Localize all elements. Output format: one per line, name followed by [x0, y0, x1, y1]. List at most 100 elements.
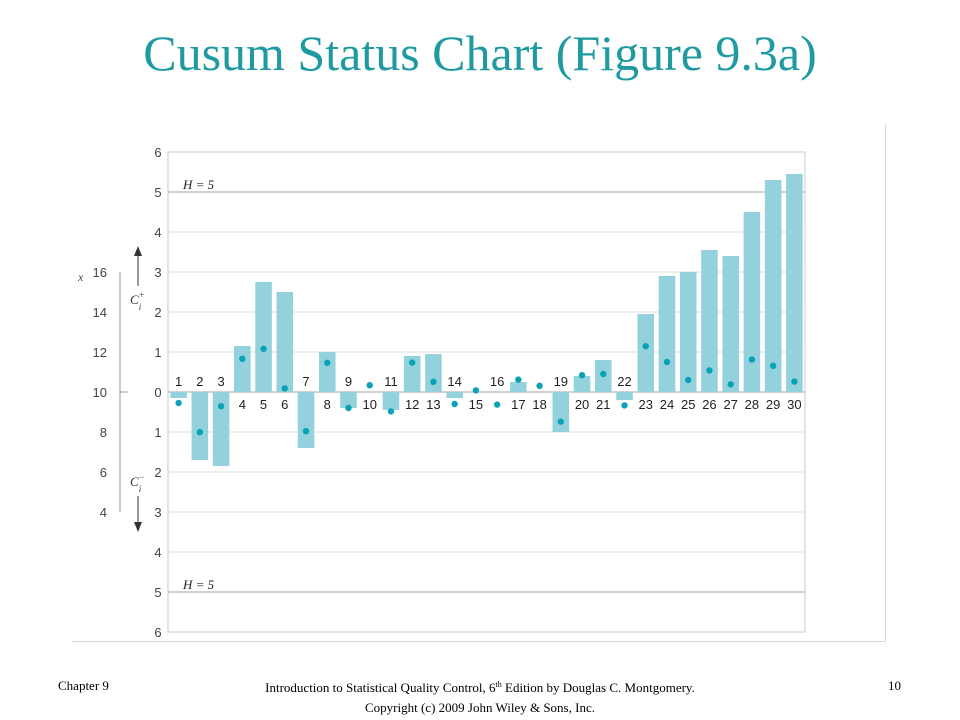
observation-label: 9 — [345, 374, 352, 389]
cusum-tick-label: 4 — [154, 225, 161, 240]
cusum-tick-label: 4 — [154, 545, 161, 560]
observation-label: 20 — [575, 397, 589, 412]
x-tick-label: 6 — [100, 465, 107, 480]
c-plus-bar — [255, 282, 272, 392]
observation-label: 2 — [196, 374, 203, 389]
observation-point — [621, 402, 628, 409]
observation-label: 3 — [217, 374, 224, 389]
slide-title: Cusum Status Chart (Figure 9.3a) — [143, 25, 817, 81]
observation-point — [578, 372, 586, 379]
observation-label: 13 — [426, 397, 440, 412]
footer-citation-sup: th — [495, 680, 502, 689]
observation-point — [281, 385, 288, 392]
observation-label: 28 — [745, 397, 759, 412]
observation-point — [196, 429, 204, 436]
observation-point — [769, 362, 777, 369]
x-tick-label: 12 — [93, 345, 107, 360]
c-minus-bar — [170, 392, 187, 398]
lower-arrow-head — [134, 522, 142, 532]
observation-point — [408, 359, 416, 366]
observation-label: 23 — [639, 397, 653, 412]
c-minus-bar — [297, 392, 315, 448]
observation-label: 7 — [302, 374, 309, 389]
footer-page-number: 10 — [888, 678, 901, 693]
observation-label: 8 — [324, 397, 331, 412]
observation-point — [472, 387, 480, 394]
observation-label: 6 — [281, 397, 288, 412]
c-plus-bar — [425, 354, 442, 392]
cusum-tick-label: 3 — [154, 265, 161, 280]
lower-cusum-sup: − — [139, 472, 145, 482]
observation-point — [239, 355, 246, 362]
c-minus-bar — [212, 392, 230, 466]
x-tick-label: 10 — [93, 385, 107, 400]
observation-point — [727, 381, 734, 388]
c-minus-bar — [552, 392, 570, 432]
c-plus-bar — [637, 314, 655, 392]
c-plus-bar — [701, 250, 718, 392]
observation-label: 14 — [447, 374, 461, 389]
c-plus-bar — [276, 292, 294, 392]
x-tick-label: 4 — [100, 505, 107, 520]
c-minus-bar — [616, 392, 633, 400]
observation-point — [685, 376, 692, 384]
c-plus-bar — [573, 376, 591, 392]
cusum-tick-label: 6 — [154, 145, 161, 160]
cusum-tick-label: 1 — [154, 425, 161, 440]
observation-point — [366, 382, 373, 389]
x-tick-label: 8 — [100, 425, 107, 440]
observation-label: 17 — [511, 397, 525, 412]
x-axis-label: x — [77, 270, 84, 284]
c-plus-bar — [743, 212, 761, 392]
c-plus-bar — [318, 352, 336, 392]
footer-copyright: Copyright (c) 2009 John Wiley & Sons, In… — [365, 700, 595, 715]
observation-point — [536, 382, 543, 389]
observation-label: 25 — [681, 397, 695, 412]
upper-arrow-head — [134, 246, 142, 256]
h-lower-label: H = 5 — [182, 577, 215, 592]
observation-point — [748, 356, 756, 363]
c-plus-bar — [679, 272, 697, 392]
footer-citation-pre: Introduction to Statistical Quality Cont… — [265, 680, 496, 695]
lower-cusum-sub: i — [139, 484, 142, 494]
upper-cusum-sup: + — [139, 290, 145, 300]
figure-border-bottom — [72, 641, 886, 642]
c-minus-bar — [382, 392, 400, 410]
observation-label: 18 — [532, 397, 546, 412]
observation-label: 12 — [405, 397, 419, 412]
observation-point — [387, 408, 395, 415]
observation-point — [557, 418, 565, 425]
observation-point — [451, 400, 458, 408]
c-plus-bar — [403, 356, 421, 392]
observation-label: 29 — [766, 397, 780, 412]
observation-point — [260, 345, 267, 352]
c-plus-bar — [234, 346, 251, 392]
observation-point — [493, 401, 501, 408]
upper-cusum-sub: i — [139, 302, 142, 312]
cusum-tick-label: 6 — [154, 625, 161, 640]
c-plus-bar — [764, 180, 782, 392]
observation-label: 11 — [384, 374, 398, 389]
c-minus-bar — [340, 392, 357, 408]
footer-chapter: Chapter 9 — [58, 678, 109, 693]
cusum-tick-label: 5 — [154, 185, 161, 200]
observation-label: 30 — [787, 397, 801, 412]
footer-citation: Introduction to Statistical Quality Cont… — [180, 678, 780, 718]
observation-point — [175, 399, 182, 407]
cusum-tick-label: 2 — [154, 465, 161, 480]
observation-label: 27 — [723, 397, 737, 412]
observation-label: 15 — [469, 397, 483, 412]
cusum-tick-label: 3 — [154, 505, 161, 520]
observation-label: 5 — [260, 397, 267, 412]
c-minus-bar — [191, 392, 209, 460]
observation-label: 26 — [702, 397, 716, 412]
observation-point — [663, 358, 671, 366]
observation-label: 1 — [175, 374, 182, 389]
h-upper-label: H = 5 — [182, 177, 215, 192]
observation-point — [217, 403, 225, 410]
observation-point — [791, 378, 798, 385]
figure-border-right — [885, 124, 886, 642]
observation-label: 21 — [596, 397, 610, 412]
observation-label: 19 — [554, 374, 568, 389]
cusum-tick-label: 5 — [154, 585, 161, 600]
